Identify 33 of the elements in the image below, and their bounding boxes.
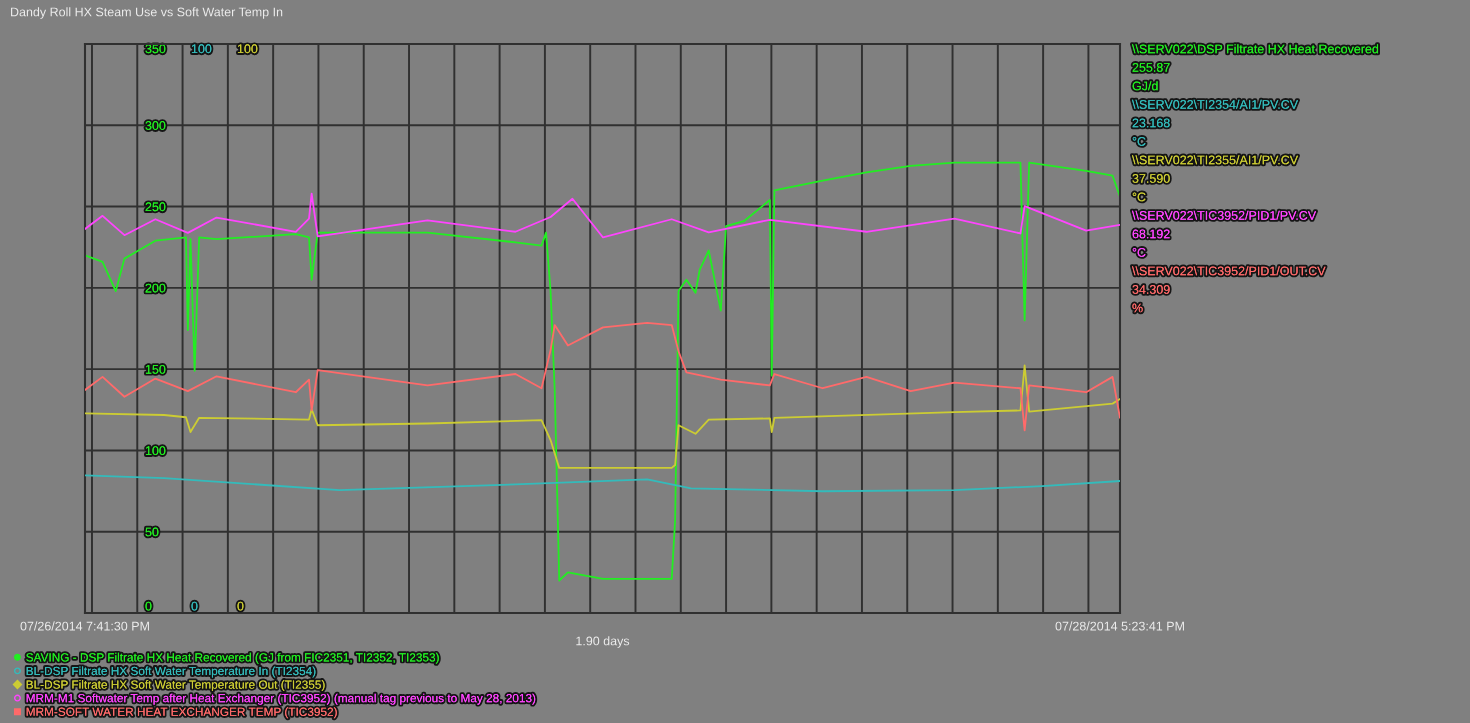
y2-tick-label: 0 (191, 601, 198, 611)
text: GJ/d (1132, 81, 1158, 91)
text: \\SERV022\TIC3952/PID1/PV.CV (1132, 210, 1317, 220)
x-tick-label: 07/28/2014 5:23:41 PM (1055, 621, 1184, 631)
y-tick-label: 50 (145, 527, 159, 537)
y-tick-label: 250 (145, 202, 166, 212)
legend-label: BL-DSP Filtrate HX Soft Water Temperature Out (TI2355) (26, 680, 325, 692)
text: % (1132, 303, 1143, 313)
y-tick-label: 100 (145, 446, 166, 456)
text: °C (1132, 248, 1146, 257)
y3-tick-label: 0 (237, 601, 244, 611)
y3-tick-label: 100 (237, 44, 258, 54)
text: °C (1132, 137, 1146, 146)
chart-title: Dandy Roll HX Steam Use vs Soft Water Temp In (11, 7, 283, 19)
y-tick-label: 300 (145, 121, 166, 130)
text: 255.87 (1132, 63, 1170, 72)
legend-label: BL-DSP Filtrate HX Soft Water Temperature In (TI2354) (26, 666, 316, 678)
text: 34.309 (1132, 285, 1170, 294)
text: \\SERV022\TIC3952/PID1/OUT.CV (1132, 266, 1326, 276)
legend-label: SAVING - DSP Filtrate HX Heat Recovered (GJ from FIC2351, TI2352, TI2353) (26, 652, 439, 664)
legend-label: MRM-SOFT WATER HEAT EXCHANGER TEMP (TIC3952) (26, 707, 337, 719)
y-tick-label: 0 (145, 601, 152, 611)
text: \\SERV022\TI2355/AI1/PV.CV (1132, 155, 1299, 165)
text: °C (1132, 192, 1146, 202)
text: 68.192 (1132, 229, 1170, 239)
text: \\SERV022\TI2354/AI1/PV.CV (1132, 99, 1299, 109)
y2-tick-label: 100 (191, 44, 212, 54)
x-tick-label: 07/26/2014 7:41:30 PM (20, 621, 149, 631)
text: 23.168 (1132, 118, 1170, 128)
text: \\SERV022\DSP Filtrate HX Heat Recovered (1132, 44, 1379, 54)
text: 1.90 days (576, 636, 630, 648)
text: 37.590 (1132, 174, 1170, 183)
legend-label: MRM-M1 Softwater Temp after Heat Exchanger (TIC3952) (manual tag previous to May 28, 2013) (26, 693, 536, 705)
